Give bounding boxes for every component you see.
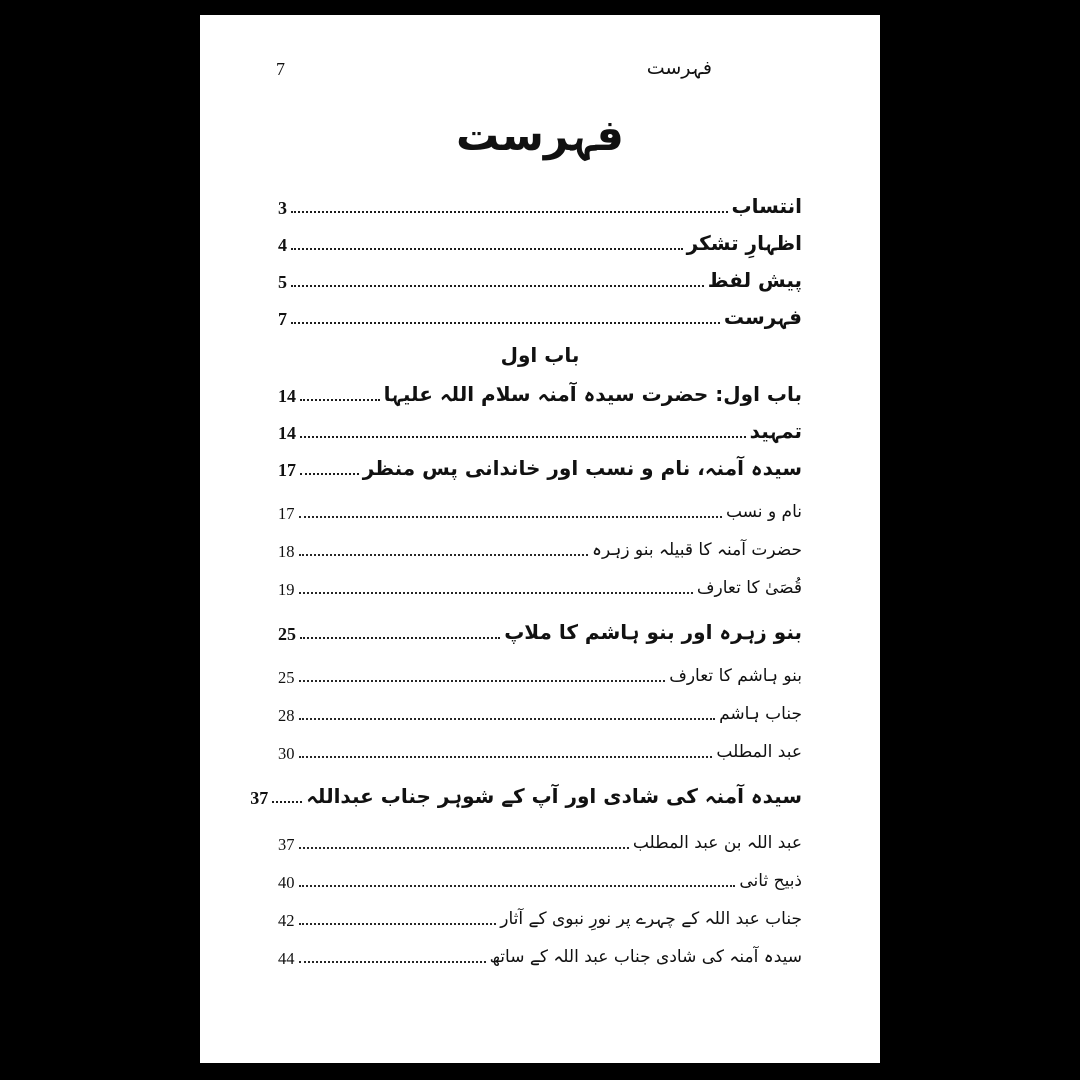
toc-page-number: 37 xyxy=(278,834,295,854)
toc-page-number: 25 xyxy=(278,667,295,687)
toc-row: قُصَیٰ کا تعارف 19 xyxy=(278,561,802,599)
toc-page-number: 17 xyxy=(278,460,296,480)
toc-leader xyxy=(291,248,683,250)
toc-page-number: 18 xyxy=(278,541,295,561)
toc-leader xyxy=(300,436,746,438)
toc-leader xyxy=(298,923,497,925)
toc-row: اظہارِ تشکر 4 xyxy=(278,218,802,255)
toc-leader xyxy=(291,322,720,324)
toc-entry-label: ذبیح ثانی xyxy=(739,871,802,892)
toc-row: نام و نسب 17 xyxy=(278,485,802,523)
toc-row: حضرت آمنہ کا قبیلہ بنو زہرہ 18 xyxy=(278,523,802,561)
toc-page-number: 5 xyxy=(278,272,287,292)
toc-list: انتساب 3 اظہارِ تشکر 4 پیش لفظ 5 فہرست 7… xyxy=(250,181,802,968)
toc-entry-label: سیدہ آمنہ کی شادی اور آپ کے شوہر جناب عب… xyxy=(306,784,802,808)
toc-page-number: 7 xyxy=(278,309,287,329)
toc-row: عبد المطلب 30 xyxy=(278,725,802,763)
toc-entry-label: انتساب xyxy=(731,194,803,218)
toc-leader xyxy=(298,592,693,594)
toc-entry-label: باب اول: حضرت سیدہ آمنہ سلام اللہ علیہا xyxy=(383,382,802,406)
toc-row: جناب عبد اللہ کے چہرے پر نورِ نبوی کے آث… xyxy=(278,892,802,930)
toc-entry-label: فہرست xyxy=(723,305,802,329)
toc-row: سیدہ آمنہ کی شادی اور آپ کے شوہر جناب عب… xyxy=(250,771,802,808)
toc-entry-label: عبد المطلب xyxy=(716,742,802,763)
toc-entry-label: قُصَیٰ کا تعارف xyxy=(696,578,802,599)
toc-leader xyxy=(298,885,736,887)
toc-leader xyxy=(298,961,486,963)
toc-leader xyxy=(298,847,629,849)
toc-row: تمہید 14 xyxy=(278,406,802,443)
page-header: فہرست 7 xyxy=(200,57,880,91)
toc-page-number: 28 xyxy=(278,705,295,725)
toc-entry-label: سیدہ آمنہ کی شادی جناب عبد اللہ کے ساتھ xyxy=(489,947,802,968)
toc-leader xyxy=(291,211,728,213)
toc-page-number: 4 xyxy=(278,235,287,255)
toc-leader xyxy=(272,801,303,803)
toc-entry-label: حضرت آمنہ کا قبیلہ بنو زہرہ xyxy=(592,540,802,561)
toc-page-number: 3 xyxy=(278,198,287,218)
toc-entry-label: تمہید xyxy=(749,419,802,443)
page-number: 7 xyxy=(276,59,285,79)
toc-row: ذبیح ثانی 40 xyxy=(278,854,802,892)
toc-page-number: 44 xyxy=(278,948,295,968)
toc-leader xyxy=(300,637,501,639)
toc-leader xyxy=(291,285,704,287)
toc-row: بنو زہرہ اور بنو ہاشم کا ملاپ 25 xyxy=(278,607,802,644)
toc-entry-label: سیدہ آمنہ، نام و نسب اور خاندانی پس منظر xyxy=(362,456,802,480)
toc-page-number: 14 xyxy=(278,386,296,406)
toc-row: سیدہ آمنہ کی شادی جناب عبد اللہ کے ساتھ … xyxy=(278,930,802,968)
toc-page-number: 40 xyxy=(278,872,295,892)
toc-entry-label: جناب عبد اللہ کے چہرے پر نورِ نبوی کے آث… xyxy=(500,909,802,930)
toc-leader xyxy=(300,473,359,475)
toc-leader xyxy=(298,718,716,720)
toc-page-number: 25 xyxy=(278,624,296,644)
toc-row: باب اول: حضرت سیدہ آمنہ سلام اللہ علیہا … xyxy=(278,369,802,406)
toc-row: پیش لفظ 5 xyxy=(278,255,802,292)
running-title: فہرست xyxy=(646,57,712,79)
toc-row: انتساب 3 xyxy=(278,181,802,218)
toc-entry-label: بنو ہاشم کا تعارف xyxy=(669,666,802,687)
toc-page-number: 37 xyxy=(250,788,269,808)
toc-entry-label: پیش لفظ xyxy=(707,268,802,292)
toc-leader xyxy=(298,554,589,556)
toc-title: فہرست xyxy=(456,111,625,161)
toc-leader xyxy=(298,756,713,758)
toc-leader xyxy=(298,516,722,518)
toc-page-number: 42 xyxy=(278,910,295,930)
toc-page-number: 14 xyxy=(278,423,296,443)
toc-entry-label: عبد اللہ بن عبد المطلب xyxy=(632,833,802,854)
toc-row: جناب ہاشم 28 xyxy=(278,687,802,725)
toc-page-number: 17 xyxy=(278,503,295,523)
chapter-heading: باب اول xyxy=(500,343,580,367)
book-page: فہرست 7 فہرست انتساب 3 اظہارِ تشکر 4 پیش… xyxy=(200,15,880,1063)
toc-entry-label: اظہارِ تشکر xyxy=(686,231,802,255)
toc-row: فہرست 7 xyxy=(278,292,802,329)
toc-entry-label: نام و نسب xyxy=(725,502,802,523)
toc-page-number: 30 xyxy=(278,743,295,763)
toc-row: سیدہ آمنہ، نام و نسب اور خاندانی پس منظر… xyxy=(278,443,802,480)
toc-page-number: 19 xyxy=(278,579,295,599)
toc-entry-label: جناب ہاشم xyxy=(719,704,802,725)
toc-row: بنو ہاشم کا تعارف 25 xyxy=(278,649,802,687)
toc-entry-label: بنو زہرہ اور بنو ہاشم کا ملاپ xyxy=(504,620,802,644)
toc-leader xyxy=(300,399,380,401)
toc-leader xyxy=(298,680,666,682)
toc-row: عبد اللہ بن عبد المطلب 37 xyxy=(278,816,802,854)
